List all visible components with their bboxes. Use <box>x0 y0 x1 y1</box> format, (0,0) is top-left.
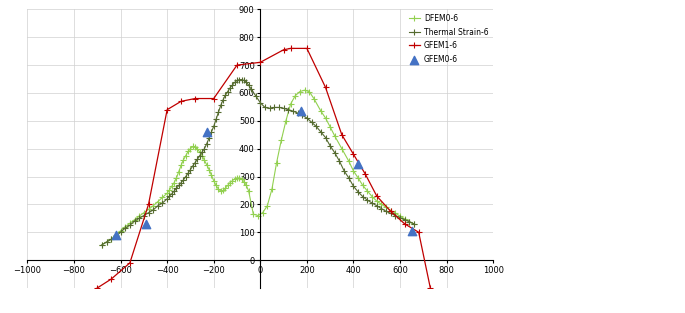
GFEM1-6 <box>401 222 409 226</box>
GFEM0-6 <box>140 221 151 226</box>
GFEM1-6 <box>414 230 423 234</box>
Thermal Strain-6 <box>226 86 234 90</box>
Thermal Strain-6 <box>354 190 362 194</box>
GFEM1-6 <box>210 97 218 100</box>
Thermal Strain-6 <box>107 237 115 241</box>
Thermal Strain-6 <box>98 243 106 247</box>
DFEM0-6 <box>316 109 325 113</box>
GFEM0-6 <box>406 228 417 233</box>
DFEM0-6 <box>103 240 111 244</box>
GFEM1-6 <box>177 100 185 103</box>
DFEM0-6 <box>410 223 418 226</box>
Line: Thermal Strain-6: Thermal Strain-6 <box>99 77 416 248</box>
GFEM1-6 <box>107 277 115 281</box>
GFEM1-6 <box>126 261 134 265</box>
DFEM0-6 <box>216 189 225 193</box>
Thermal Strain-6 <box>116 230 125 234</box>
GFEM1-6 <box>191 97 199 100</box>
GFEM1-6 <box>426 286 434 290</box>
GFEM1-6 <box>303 47 311 50</box>
Thermal Strain-6 <box>410 222 418 226</box>
GFEM1-6 <box>286 47 295 50</box>
GFEM1-6 <box>163 108 171 111</box>
Line: GFEM1-6: GFEM1-6 <box>95 46 433 291</box>
GFEM0-6 <box>353 162 364 167</box>
GFEM1-6 <box>373 194 381 198</box>
Legend: DFEM0-6, Thermal Strain-6, GFEM1-6, GFEM0-6: DFEM0-6, Thermal Strain-6, GFEM1-6, GFEM… <box>406 11 492 67</box>
GFEM0-6 <box>296 109 307 114</box>
DFEM0-6 <box>121 225 129 228</box>
GFEM1-6 <box>321 85 329 89</box>
GFEM1-6 <box>256 60 264 64</box>
Thermal Strain-6 <box>321 136 329 139</box>
GFEM1-6 <box>233 63 241 67</box>
GFEM1-6 <box>279 48 288 52</box>
DFEM0-6 <box>226 181 234 185</box>
DFEM0-6 <box>338 147 346 151</box>
GFEM1-6 <box>93 286 101 290</box>
DFEM0-6 <box>301 88 309 92</box>
GFEM0-6 <box>110 233 121 238</box>
GFEM1-6 <box>349 152 358 156</box>
DFEM0-6 <box>98 243 106 247</box>
GFEM1-6 <box>361 172 369 176</box>
Thermal Strain-6 <box>140 214 148 218</box>
GFEM1-6 <box>386 209 395 213</box>
GFEM1-6 <box>338 133 346 136</box>
GFEM0-6 <box>201 130 212 135</box>
Thermal Strain-6 <box>235 78 243 81</box>
Line: DFEM0-6: DFEM0-6 <box>99 87 416 248</box>
GFEM1-6 <box>145 203 153 206</box>
